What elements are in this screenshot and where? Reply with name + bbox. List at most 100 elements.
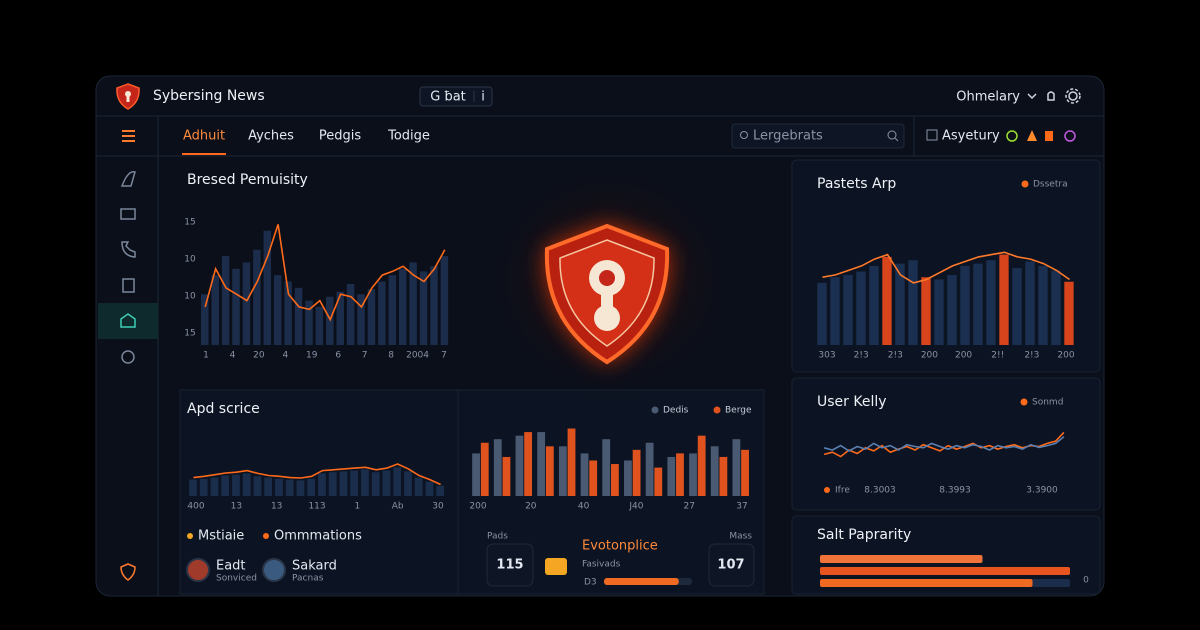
status-icons[interactable] <box>1027 130 1037 141</box>
sidebar-icons[interactable] <box>122 278 135 293</box>
header-icons[interactable] <box>1027 88 1081 104</box>
stat-card <box>486 543 534 587</box>
person-role: Sonviced <box>216 574 257 584</box>
header-icons[interactable] <box>1047 91 1055 101</box>
bar <box>843 274 853 345</box>
axis-label: 10 <box>184 255 196 265</box>
bar <box>361 469 369 496</box>
menu-button[interactable] <box>122 130 135 142</box>
panel-title: Apd scrice <box>187 401 260 417</box>
nav-tab[interactable]: Todige <box>387 129 430 144</box>
account-label[interactable]: Asyetury <box>942 129 1000 144</box>
bar <box>921 277 931 345</box>
bar <box>393 467 402 496</box>
bar <box>315 306 324 345</box>
account-icon[interactable] <box>926 129 938 141</box>
axis-label: 2004 <box>406 351 429 361</box>
header-icons[interactable] <box>1027 93 1037 100</box>
search-placeholder[interactable]: Lergebrats <box>753 129 823 144</box>
header-pill-label[interactable]: G ƀat <box>430 90 466 105</box>
nav-tab[interactable]: Ayches <box>248 129 294 144</box>
bar <box>305 300 313 345</box>
bar <box>934 279 944 345</box>
logo[interactable] <box>125 91 131 97</box>
header-icons[interactable] <box>1065 88 1081 104</box>
bar <box>697 435 706 496</box>
bar <box>199 478 208 496</box>
bar <box>346 284 355 345</box>
axis-label: 0 <box>1083 576 1089 586</box>
sidebar-icons[interactable] <box>121 241 136 258</box>
bar <box>404 471 412 496</box>
axis-label: 19 <box>306 351 318 361</box>
person-name: Sakard <box>292 559 337 574</box>
axis-label: 2!3 <box>888 351 903 361</box>
search-box[interactable] <box>731 123 905 149</box>
header-pill[interactable] <box>419 86 493 107</box>
bar <box>242 473 251 496</box>
bar <box>285 479 294 496</box>
axis-label: 2!3 <box>1024 351 1039 361</box>
bar <box>960 265 970 345</box>
search-box[interactable] <box>740 131 748 139</box>
sidebar-icons[interactable] <box>98 171 158 581</box>
search-box[interactable] <box>887 130 897 140</box>
account-icon[interactable] <box>926 129 938 141</box>
axis-label: 37 <box>736 502 747 512</box>
bar <box>296 480 305 496</box>
sidebar-icons[interactable] <box>120 208 136 220</box>
header-pill-extra[interactable]: i <box>481 90 485 105</box>
axis-label: 2!3 <box>854 351 869 361</box>
status-icons[interactable] <box>1006 130 1018 142</box>
axis-label: 10 <box>184 292 196 302</box>
logo[interactable] <box>116 83 140 110</box>
status-icons[interactable] <box>1045 131 1053 141</box>
status-icons[interactable] <box>1006 130 1076 142</box>
search-box[interactable] <box>731 123 905 149</box>
bar <box>436 485 445 496</box>
sidebar-icons[interactable] <box>120 313 136 328</box>
security-shield <box>544 223 670 365</box>
header-icons[interactable] <box>1068 91 1078 101</box>
axis-label: 4 <box>282 351 288 361</box>
nav-tab[interactable]: Pedgis <box>319 129 361 144</box>
status-icons[interactable] <box>1064 130 1076 142</box>
bar <box>425 481 434 496</box>
legend-swatch <box>263 533 269 539</box>
axis-label: 20 <box>525 502 537 512</box>
panels <box>791 377 1101 511</box>
bar <box>414 477 423 496</box>
axis-label: Ifre <box>835 486 850 496</box>
panels <box>791 159 1101 373</box>
axis-label: J40 <box>628 502 643 512</box>
axis-label: 303 <box>818 351 835 361</box>
sidebar-icons[interactable] <box>98 303 158 339</box>
user-menu[interactable]: Ohmelary <box>956 90 1020 105</box>
search-box[interactable] <box>894 137 899 142</box>
axis-label: 1 <box>203 351 209 361</box>
sidebar-icons[interactable] <box>120 563 136 581</box>
sidebar-icons[interactable] <box>120 171 136 187</box>
logo[interactable] <box>126 96 130 102</box>
bar <box>307 478 316 496</box>
sidebar-icons[interactable] <box>121 350 135 364</box>
axis-label: 40 <box>578 502 590 512</box>
bar <box>732 439 741 496</box>
app-title: Sybersing News <box>153 88 265 104</box>
progress-bar <box>820 567 1070 575</box>
axis-label: 3.3900 <box>1026 486 1058 496</box>
bar <box>328 472 337 496</box>
line <box>823 436 1065 452</box>
axis-label: 200 <box>955 351 972 361</box>
line <box>204 224 446 322</box>
bar <box>1064 281 1074 345</box>
nav-tab[interactable]: Adhuit <box>183 129 225 144</box>
legend-label: Dssetra <box>1033 180 1068 190</box>
axis-label: 8.3003 <box>864 486 896 496</box>
bar <box>367 289 376 345</box>
bar <box>741 449 749 496</box>
axis-label: 200 <box>1057 351 1074 361</box>
bar <box>676 453 684 496</box>
bar <box>339 471 348 496</box>
